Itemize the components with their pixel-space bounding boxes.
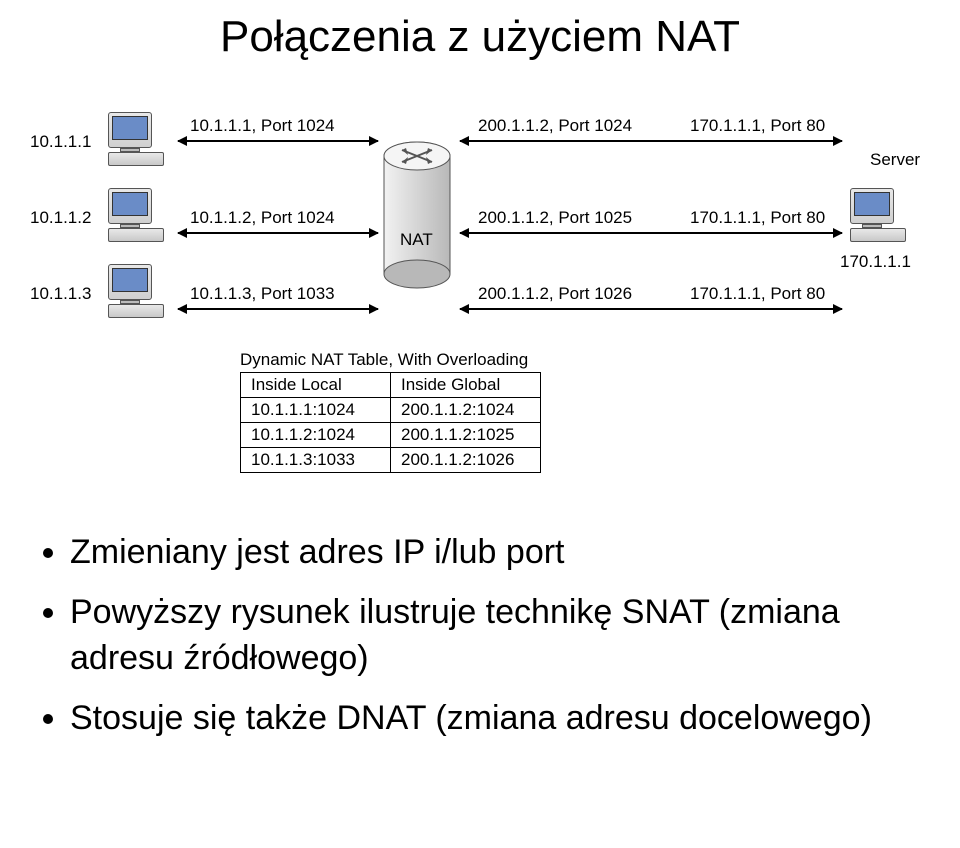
flow-label-inside: 10.1.1.1, Port 1024 [190, 116, 335, 136]
nat-table-cell: 200.1.1.2:1025 [391, 423, 541, 448]
client-ip-label: 10.1.1.2 [30, 208, 91, 228]
table-row: 10.1.1.3:1033200.1.1.2:1026 [241, 448, 541, 473]
flow-arrow-right [460, 140, 842, 142]
nat-table-cell: 200.1.1.2:1026 [391, 448, 541, 473]
nat-diagram: 10.1.1.1 10.1.1.2 10.1.1.3 Server 170.1.1.1 N… [30, 80, 930, 510]
flow-label-inside: 10.1.1.3, Port 1033 [190, 284, 335, 304]
flow-arrow-left [178, 140, 378, 142]
nat-table-header: Inside Local [241, 373, 391, 398]
flow-arrow-left [178, 308, 378, 310]
flow-arrow-right [460, 308, 842, 310]
flow-arrow-right [460, 232, 842, 234]
bullet-list: Zmieniany jest adres IP i/lub port Powyżs… [40, 530, 920, 756]
flow-arrow-left [178, 232, 378, 234]
nat-table-cell: 10.1.1.2:1024 [241, 423, 391, 448]
flow-label-inside: 10.1.1.2, Port 1024 [190, 208, 335, 228]
nat-table-cell: 200.1.1.2:1024 [391, 398, 541, 423]
nat-table-header: Inside Global [391, 373, 541, 398]
flow-label-public: 200.1.1.2, Port 1024 [478, 116, 632, 136]
bullet-item: Powyższy rysunek ilustruje technikę SNAT… [70, 590, 920, 682]
server-ip-label: 170.1.1.1 [840, 252, 911, 272]
client-ip-label: 10.1.1.1 [30, 132, 91, 152]
table-row: 10.1.1.1:1024200.1.1.2:1024 [241, 398, 541, 423]
flow-label-dest: 170.1.1.1, Port 80 [690, 116, 825, 136]
nat-table-cell: 10.1.1.3:1033 [241, 448, 391, 473]
server-label: Server [870, 150, 920, 170]
table-row: 10.1.1.2:1024200.1.1.2:1025 [241, 423, 541, 448]
nat-table-title: Dynamic NAT Table, With Overloading [240, 350, 528, 370]
flow-label-dest: 170.1.1.1, Port 80 [690, 208, 825, 228]
page-title: Połączenia z użyciem NAT [0, 12, 960, 62]
nat-table: Inside LocalInside Global10.1.1.1:102420… [240, 372, 541, 473]
nat-table-cell: 10.1.1.1:1024 [241, 398, 391, 423]
client-ip-label: 10.1.1.3 [30, 284, 91, 304]
bullet-item: Stosuje się także DNAT (zmiana adresu do… [70, 696, 920, 742]
client-computer-icon [108, 264, 168, 322]
flow-label-dest: 170.1.1.1, Port 80 [690, 284, 825, 304]
flow-label-public: 200.1.1.2, Port 1026 [478, 284, 632, 304]
client-computer-icon [108, 188, 168, 246]
server-computer-icon [850, 188, 910, 246]
nat-label: NAT [400, 230, 433, 250]
nat-router-icon [382, 140, 452, 290]
bullet-item: Zmieniany jest adres IP i/lub port [70, 530, 920, 576]
flow-label-public: 200.1.1.2, Port 1025 [478, 208, 632, 228]
client-computer-icon [108, 112, 168, 170]
